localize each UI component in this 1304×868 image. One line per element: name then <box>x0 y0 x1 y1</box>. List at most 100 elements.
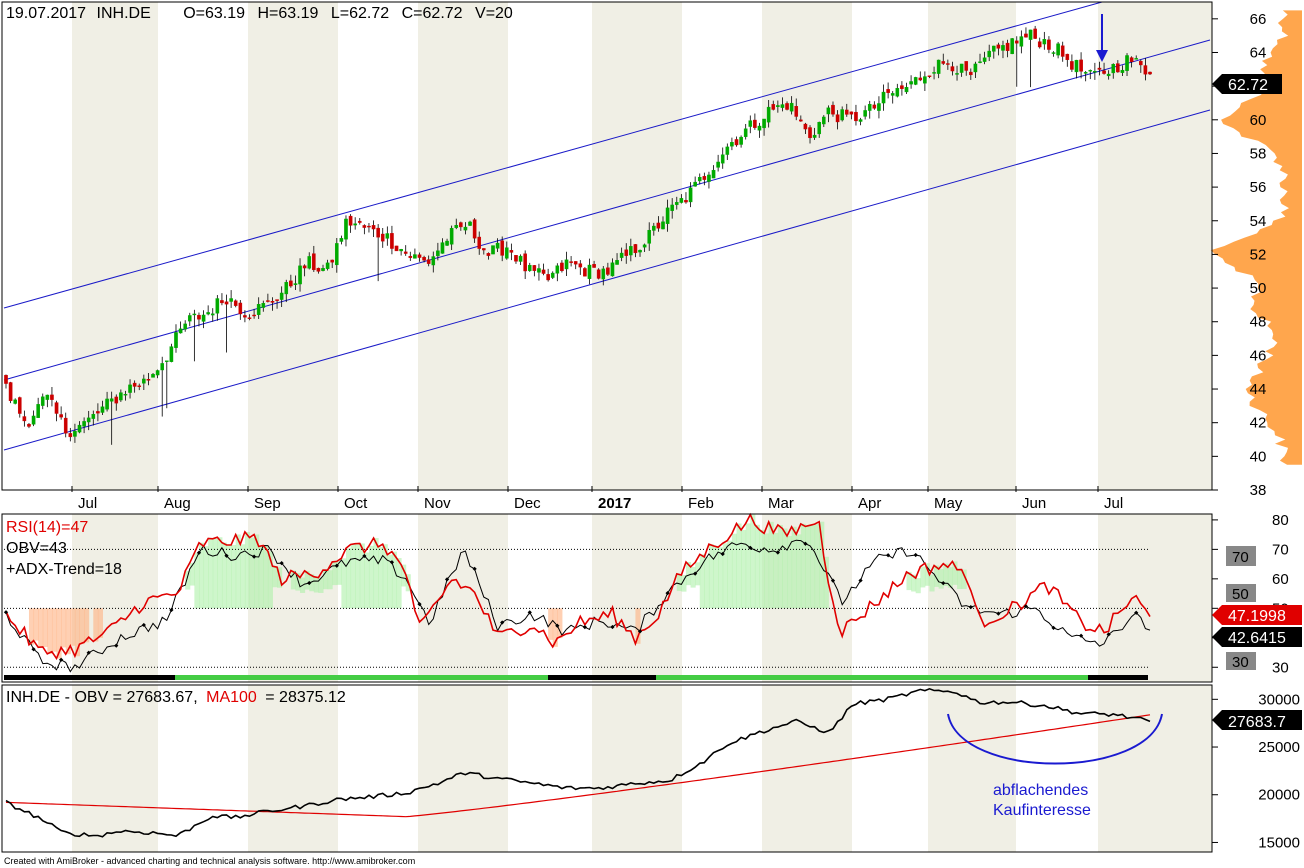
price-panel: 384042444648505254565860626466 JulAugSep… <box>1 1 1302 512</box>
candle-up <box>766 106 771 123</box>
obv-marker <box>582 625 588 630</box>
trend-channel <box>3 1 1211 451</box>
candle-down <box>316 267 321 272</box>
candle-up <box>923 76 927 84</box>
candle-down <box>996 44 1001 49</box>
price-tick-label: 56 <box>1250 179 1267 196</box>
candle-up <box>748 120 753 127</box>
candle-down <box>1033 28 1037 39</box>
candle-up <box>890 93 895 96</box>
candle-down <box>275 299 279 301</box>
overbought-fill <box>249 537 255 609</box>
month-label: Jul <box>1104 495 1123 512</box>
candle-down <box>1024 33 1028 38</box>
trend-segment <box>656 675 1088 680</box>
overbought-fill <box>387 554 393 609</box>
candle-up <box>725 146 730 155</box>
oversold-fill <box>74 608 81 657</box>
candle-down <box>573 261 578 265</box>
obv-marker <box>196 550 202 555</box>
price-tick-label: 66 <box>1250 11 1267 28</box>
candle-down <box>1139 61 1143 66</box>
obv-marker <box>1134 610 1139 615</box>
overbought-fill <box>368 545 375 609</box>
overbought-fill <box>791 526 797 609</box>
candle-down <box>514 255 518 262</box>
candle-up <box>178 328 183 334</box>
svg-text:62.72: 62.72 <box>1228 77 1268 94</box>
candle-down <box>289 280 293 287</box>
candle-down <box>734 139 739 146</box>
candle-up <box>743 128 748 137</box>
obv-marker <box>803 541 808 546</box>
candle-up <box>436 250 440 257</box>
overbought-fill <box>810 525 816 609</box>
obv-marker <box>693 571 698 576</box>
overbought-fill <box>823 556 829 609</box>
overbought-fill <box>920 566 926 588</box>
overbought-fill <box>231 544 237 609</box>
candle-up <box>1106 73 1111 77</box>
candle-up <box>716 161 720 168</box>
month-band <box>338 685 418 852</box>
candle-down <box>422 257 426 261</box>
candle-up <box>711 169 716 179</box>
adx-trend-bar <box>4 675 1148 680</box>
candle-down <box>270 301 275 303</box>
candle-down <box>27 423 31 427</box>
candle-up <box>119 392 123 401</box>
candle-down <box>1060 45 1065 57</box>
channel-line <box>3 1 1103 309</box>
overbought-fill <box>718 547 724 609</box>
svg-text:19.07.2017 INH.DE: 19.07.2017 INH.DE O=63.19 H=63.19 L=62.7… <box>6 5 513 22</box>
overbought-fill <box>957 569 963 589</box>
candle-up <box>1134 58 1139 60</box>
obv-tick-label: 15000 <box>1258 834 1300 851</box>
month-band <box>852 685 928 852</box>
month-band <box>852 2 928 490</box>
candle-down <box>684 200 688 203</box>
month-band <box>682 2 762 490</box>
overbought-fill <box>382 544 388 609</box>
month-label: Aug <box>164 495 191 512</box>
candle-down <box>794 106 799 117</box>
candle-down <box>950 66 955 72</box>
candle-up <box>982 57 987 62</box>
month-band <box>508 514 592 682</box>
candle-down <box>394 245 399 252</box>
candle-up <box>707 174 711 182</box>
candle-up <box>619 252 624 258</box>
obv-marker <box>968 605 973 610</box>
candle-down <box>96 411 100 414</box>
oversold-fill <box>42 608 48 647</box>
candle-up <box>973 63 978 73</box>
month-band <box>418 685 508 852</box>
candle-up <box>36 404 40 418</box>
overbought-fill <box>924 563 930 586</box>
overbought-fill <box>704 556 710 609</box>
candle-up <box>652 225 656 231</box>
month-band <box>1016 685 1098 852</box>
obv-label: OBV=43 <box>6 540 67 557</box>
candle-up <box>909 81 913 85</box>
candle-up <box>587 264 592 279</box>
svg-text:50: 50 <box>1232 586 1249 603</box>
oversold-fill <box>557 608 563 639</box>
overbought-fill <box>290 570 296 590</box>
month-band <box>852 514 928 682</box>
obv-marker <box>913 552 918 558</box>
header-close: C=62.72 <box>402 5 463 22</box>
candle-up <box>610 262 615 277</box>
obv-marker <box>1023 604 1029 609</box>
candle-down <box>266 300 270 302</box>
overbought-fill <box>713 545 719 609</box>
overbought-fill <box>272 566 278 588</box>
candle-up <box>978 61 982 63</box>
obv-marker <box>555 623 560 628</box>
candle-down <box>844 109 849 115</box>
adx-label: +ADX-Trend=18 <box>6 561 122 578</box>
candle-up <box>344 218 348 240</box>
candle-down <box>146 379 151 381</box>
candle-down <box>523 253 527 272</box>
candle-up <box>615 260 619 265</box>
